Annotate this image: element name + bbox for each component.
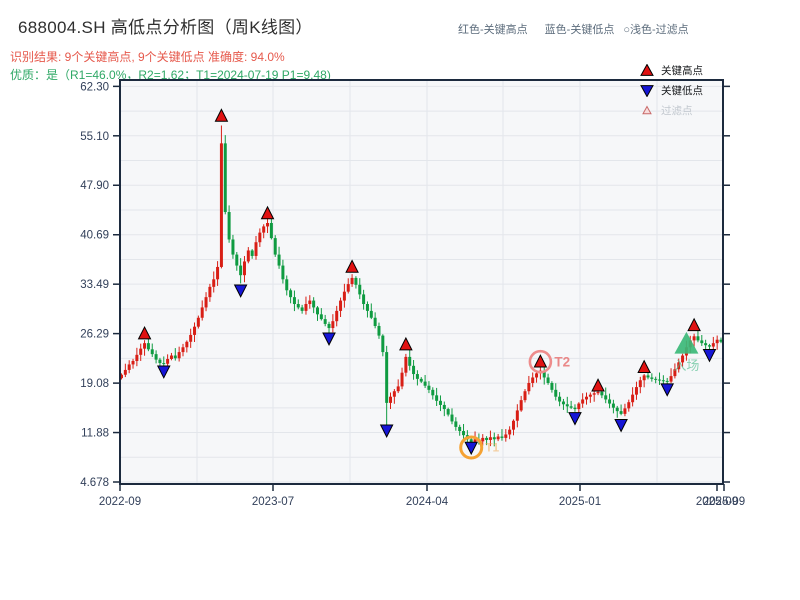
x-tick-label: 2024-04: [406, 496, 449, 508]
note-red-high: 红色-关键高点: [458, 24, 528, 36]
plot-area: [120, 80, 723, 484]
key-high-markers: [137, 108, 701, 392]
t1-ring: [459, 435, 484, 460]
t2-label: T2: [554, 355, 570, 370]
axis-ticks: [113, 85, 730, 491]
triangle-up-icon: [640, 63, 654, 76]
y-tick-label: 19.08: [80, 378, 109, 390]
recognition-result-text: 识别结果: 9个关键高点, 9个关键低点 准确度: 94.0%: [10, 50, 285, 64]
y-tick-label: 47.90: [80, 180, 109, 192]
x-tick-label: 2025-09: [696, 496, 738, 508]
legend-item-label: 过滤点: [661, 104, 693, 117]
y-tick-label: 11.88: [81, 428, 109, 440]
page-title: 688004.SH 高低点分析图（周K线图）: [18, 18, 313, 37]
t2-ring: [528, 349, 553, 374]
gridlines: [121, 81, 722, 483]
y-tick-label: 40.69: [80, 230, 109, 242]
legend-item: 关键高点: [640, 60, 703, 80]
note-blue-low: 蓝色-关键低点: [544, 24, 615, 36]
chart-legend: 关键高点关键低点过滤点: [640, 60, 703, 120]
color-key-note: 红色-关键高点 蓝色-关键低点 ○浅色-过滤点: [458, 21, 689, 37]
entry-label: 入场: [673, 358, 699, 373]
y-tick-label: 26.29: [80, 329, 109, 341]
x-tick-label: 2025-01: [559, 496, 601, 508]
plot-border: [119, 79, 724, 485]
legend-item: 过滤点: [640, 100, 703, 120]
note-light-filtered-icon: ○浅色-过滤点: [623, 24, 689, 36]
x-tick-label: 2023-07: [252, 496, 294, 508]
legend-item: 关键低点: [640, 80, 703, 100]
triangle-down-icon: [640, 84, 654, 97]
candlesticks: [120, 125, 723, 447]
x-tick-label: 2022-09: [99, 496, 141, 508]
y-tick-label: 33.49: [80, 279, 109, 291]
axis-tick-labels: 62.30 55.10 47.90 40.69 33.49 26.29 19.08 11.88…: [80, 81, 745, 508]
annotations: T1 T2 入场: [459, 331, 699, 460]
y-tick-label: 4.678: [80, 477, 109, 489]
legend-item-label: 关键低点: [661, 84, 703, 97]
legend-item-label: 关键高点: [661, 64, 703, 77]
triangle-up-icon: [642, 104, 652, 114]
y-tick-label: 62.30: [80, 81, 109, 93]
quality-text: 优质：是（R1=46.0%，R2=1.62；T1=2024-07-19 P1=9…: [10, 68, 331, 82]
t1-label: T1: [485, 441, 499, 455]
x-tick-label: 2025-09: [703, 496, 745, 508]
key-low-markers: [156, 284, 717, 456]
y-tick-label: 55.10: [80, 131, 109, 143]
